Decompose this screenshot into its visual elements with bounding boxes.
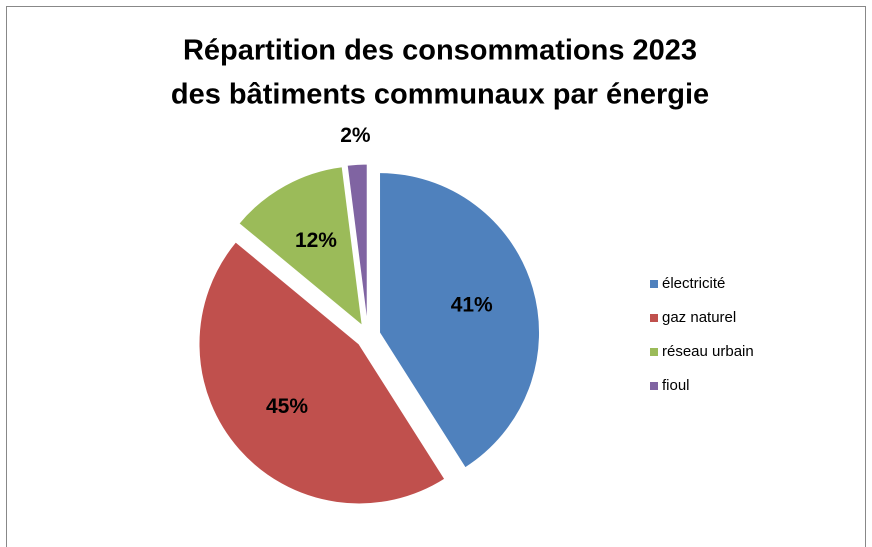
pie-slice (238, 166, 363, 327)
legend-swatch (650, 348, 658, 356)
chart-border (6, 6, 866, 547)
data-label: 12% (295, 229, 337, 252)
legend-swatch (650, 382, 658, 390)
data-label: 45% (266, 395, 308, 418)
pie-slice (198, 241, 446, 505)
data-label: 2% (340, 124, 371, 147)
data-label: 41% (451, 293, 493, 316)
legend-label: gaz naturel (662, 309, 736, 326)
legend-label: fioul (662, 377, 690, 394)
legend-swatch (650, 314, 658, 322)
pie-slice (379, 172, 540, 469)
legend-label: réseau urbain (662, 343, 754, 360)
pie-slice (346, 163, 368, 325)
legend-label: électricité (662, 275, 725, 292)
chart-title: des bâtiments communaux par énergie (171, 79, 709, 111)
chart-title: Répartition des consommations 2023 (183, 35, 697, 67)
legend-swatch (650, 280, 658, 288)
